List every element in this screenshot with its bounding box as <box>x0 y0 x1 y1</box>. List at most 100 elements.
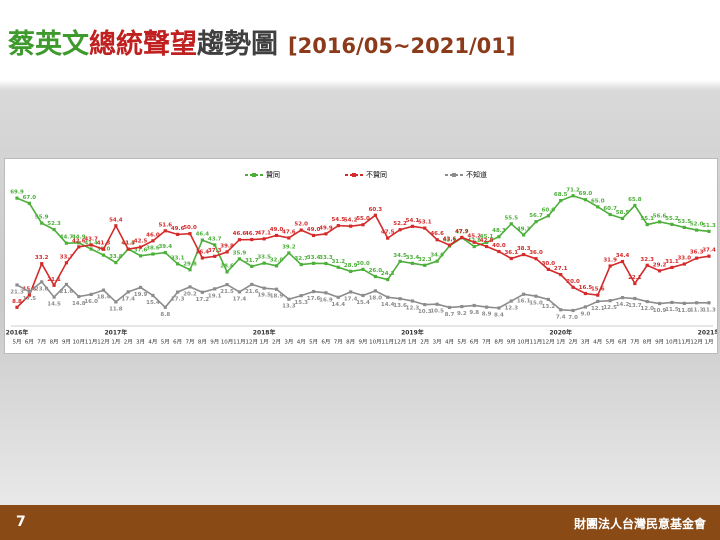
x-tick-label: 2月 <box>420 339 429 346</box>
year-label: 2016年 <box>6 329 29 337</box>
data-point <box>534 257 538 261</box>
data-point <box>398 228 402 232</box>
data-point <box>707 229 711 233</box>
data-label: 33.3 <box>319 255 333 261</box>
x-tick-label: 6月 <box>173 339 182 346</box>
data-point <box>101 288 106 292</box>
data-label: 16.9 <box>319 297 333 303</box>
data-label: 40.0 <box>492 243 506 249</box>
data-point <box>64 261 69 265</box>
x-tick-label: 6月 <box>25 339 34 346</box>
data-point <box>324 261 328 266</box>
data-label: 10.3 <box>418 309 432 315</box>
data-label: 27.1 <box>554 266 568 272</box>
data-label: 9.8 <box>469 310 479 316</box>
x-tick-label: 10月 <box>369 339 382 346</box>
x-tick-label: 10月 <box>221 339 234 346</box>
data-label: 41.3 <box>121 241 135 247</box>
x-tick-label: 5月 <box>13 339 22 346</box>
x-tick-label: 12月 <box>690 339 703 346</box>
data-label: 26.0 <box>369 268 383 274</box>
x-tick-label: 6月 <box>618 339 627 346</box>
data-label: 21.6 <box>245 289 259 295</box>
legend-marker <box>452 173 456 177</box>
data-label: 15.6 <box>591 287 605 293</box>
data-label: 53.1 <box>418 220 432 226</box>
x-tick-label: 12月 <box>394 339 407 346</box>
data-label: 49.0 <box>270 227 284 233</box>
x-tick-label: 4月 <box>593 339 602 346</box>
data-label: 15.0 <box>529 301 543 307</box>
data-label: 54.4 <box>109 217 123 223</box>
data-point <box>27 201 31 205</box>
data-label: 13.7 <box>628 303 642 309</box>
data-label: 17.3 <box>171 297 185 303</box>
data-point <box>435 238 439 242</box>
data-label: 21.5 <box>220 289 234 295</box>
data-point <box>670 300 674 305</box>
data-label: 56.6 <box>653 213 667 219</box>
data-label: 12.5 <box>603 305 617 311</box>
data-point <box>670 265 674 270</box>
data-point <box>472 244 476 249</box>
data-point <box>472 303 476 308</box>
x-tick-label: 8月 <box>494 339 503 346</box>
data-point <box>250 237 254 242</box>
data-label: 21.6 <box>60 289 74 295</box>
chart-panel: 贊同 不贊同 不知道 5月 2016年 6月 7月 8月 9月 10月 11月 12月 1月 2017年 2… <box>4 158 720 354</box>
x-tick-label: 9月 <box>62 339 71 346</box>
data-point <box>583 198 588 202</box>
data-label: 28.9 <box>344 263 358 269</box>
data-point <box>509 222 513 226</box>
data-point <box>522 252 526 257</box>
data-label: 47.9 <box>455 229 469 235</box>
data-label: 8.7 <box>445 312 455 318</box>
data-point <box>151 293 155 298</box>
data-point <box>274 287 279 291</box>
data-label: 17.6 <box>307 296 321 302</box>
data-point <box>534 220 538 224</box>
data-label: 46.6 <box>430 231 444 237</box>
data-label: 53.5 <box>677 219 691 225</box>
data-label: 41.4 <box>121 241 135 247</box>
data-point <box>398 297 402 301</box>
x-tick-label: 11月 <box>678 339 691 346</box>
data-label: 46.0 <box>146 232 160 238</box>
data-label: 36.4 <box>196 249 210 255</box>
data-label: 12.3 <box>504 306 518 312</box>
data-label: 16.0 <box>84 299 98 305</box>
data-label: 10.5 <box>430 309 444 315</box>
x-tick-label: 1月 <box>408 339 417 346</box>
data-label: 14.4 <box>331 302 345 308</box>
data-point <box>126 290 130 294</box>
data-label: 60.7 <box>603 206 617 212</box>
data-label: 46.7 <box>245 231 259 237</box>
data-point <box>583 305 588 309</box>
legend-label: 贊同 <box>266 170 280 179</box>
data-label: 45.1 <box>480 234 494 240</box>
data-label: 58.5 <box>616 210 630 216</box>
data-label: 44.9 <box>72 234 86 240</box>
data-point <box>522 233 526 237</box>
data-label: 17.4 <box>344 296 358 302</box>
data-point <box>608 299 612 303</box>
data-point <box>460 235 464 240</box>
x-tick-label: 3月 <box>136 339 145 346</box>
data-point <box>509 299 513 303</box>
data-label: 20.2 <box>183 291 197 297</box>
data-label: 13.2 <box>542 304 556 310</box>
data-label: 21.1 <box>47 277 61 283</box>
data-label: 36.1 <box>504 250 518 256</box>
data-label: 37.6 <box>134 247 148 253</box>
x-tick-label: 8月 <box>643 339 652 346</box>
x-tick-label: 4月 <box>297 339 306 346</box>
data-point <box>373 213 377 217</box>
data-point <box>138 245 143 249</box>
data-point <box>138 254 143 258</box>
x-tick-label: 11月 <box>85 339 98 346</box>
x-tick-label: 3月 <box>581 339 590 346</box>
data-point <box>324 291 328 295</box>
data-label: 14.2 <box>616 302 630 308</box>
x-tick-label: 12月 <box>246 339 259 346</box>
